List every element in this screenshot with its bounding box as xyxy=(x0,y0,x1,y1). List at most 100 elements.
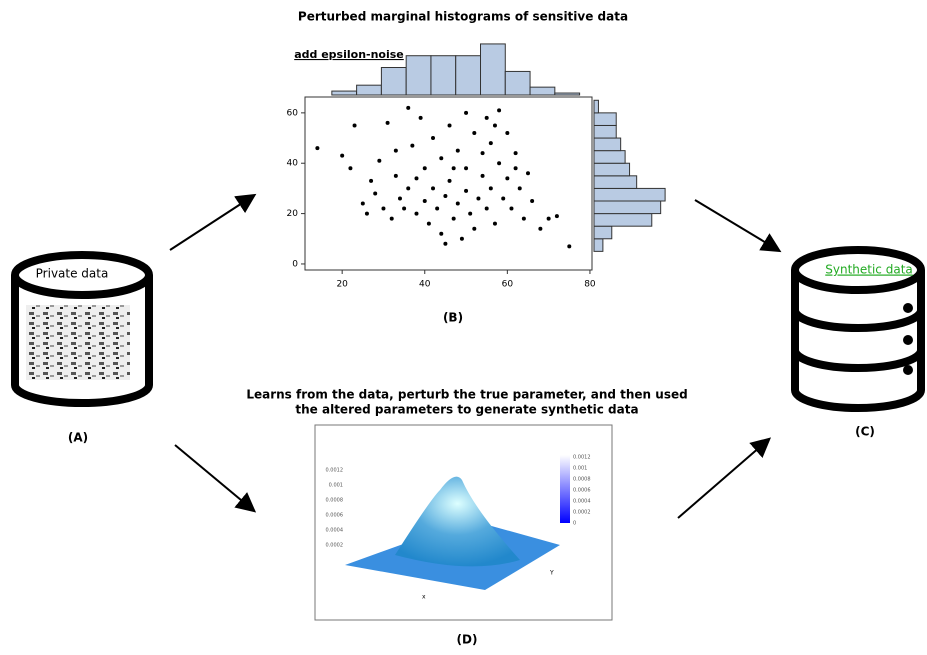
hist-bar xyxy=(593,238,604,252)
x-tick-label: 60 xyxy=(502,280,514,290)
point xyxy=(492,221,497,226)
hist-bar xyxy=(405,55,432,96)
hist-bar xyxy=(380,67,407,96)
colorbar-label: 0.0008 xyxy=(573,477,591,483)
point xyxy=(451,166,456,171)
z-tick-label: 0.0008 xyxy=(326,498,344,504)
point xyxy=(340,153,345,158)
arrows xyxy=(169,193,782,519)
z-tick-label: 0.0004 xyxy=(326,528,344,534)
point xyxy=(389,216,394,221)
point xyxy=(443,241,448,246)
title: Perturbed marginal histograms of sensiti… xyxy=(298,10,628,24)
hist-bar xyxy=(593,124,617,139)
hist-bar xyxy=(455,55,482,96)
point xyxy=(364,211,369,216)
point xyxy=(422,166,427,171)
hist-scatter: 20 40 60 80 0 20 40 60 xyxy=(287,43,666,290)
hist-bar xyxy=(593,162,631,177)
z-tick-label: 0.0012 xyxy=(326,468,344,474)
point xyxy=(484,115,489,120)
point xyxy=(567,244,572,249)
point xyxy=(497,108,502,113)
db-label: Private data xyxy=(36,267,109,281)
point xyxy=(406,105,411,110)
point xyxy=(468,211,473,216)
caption: (C) xyxy=(855,425,875,439)
caption: (B) xyxy=(443,311,463,325)
x-tick-label: 80 xyxy=(584,280,596,290)
point xyxy=(484,206,489,211)
point xyxy=(521,216,526,221)
noise-label: add epsilon-noise xyxy=(294,48,404,61)
point xyxy=(472,131,477,136)
point xyxy=(414,176,419,181)
point xyxy=(451,216,456,221)
colorbar-label: 0 xyxy=(573,521,576,527)
colorbar xyxy=(560,455,570,523)
hist-bar xyxy=(593,187,666,202)
hist-bar xyxy=(529,86,556,96)
point xyxy=(435,206,440,211)
point xyxy=(443,193,448,198)
point xyxy=(447,178,452,183)
point xyxy=(373,191,378,196)
caption: (A) xyxy=(68,431,88,445)
point xyxy=(431,186,436,191)
y-tick-label: 40 xyxy=(287,159,299,169)
point xyxy=(464,110,469,115)
x-tick-label: 20 xyxy=(336,280,348,290)
hist-bar xyxy=(554,92,581,96)
y-tick-label: 60 xyxy=(287,108,299,118)
point xyxy=(505,131,510,136)
point xyxy=(546,216,551,221)
plot-frame xyxy=(304,96,593,271)
point xyxy=(360,201,365,206)
point xyxy=(422,199,427,204)
point xyxy=(418,115,423,120)
point xyxy=(352,123,357,128)
colorbar-label: 0.0002 xyxy=(573,510,591,516)
data-texture xyxy=(26,305,130,380)
hist-bar xyxy=(593,137,622,152)
point xyxy=(414,211,419,216)
point xyxy=(348,166,353,171)
point xyxy=(505,176,510,181)
point xyxy=(410,143,415,148)
colorbar-label: 0.0004 xyxy=(573,499,591,505)
point xyxy=(459,236,464,241)
point xyxy=(497,161,502,166)
axis-label: x xyxy=(422,594,426,601)
hist-bar xyxy=(480,43,506,96)
point xyxy=(385,120,390,125)
point xyxy=(397,196,402,201)
hist-bar xyxy=(593,175,638,189)
z-tick-label: 0.001 xyxy=(329,483,343,489)
colorbar-ticks: 0.0012 0.001 0.0008 0.0006 0.0004 0.0002 0 xyxy=(573,455,591,527)
hist-bar xyxy=(504,70,531,96)
point xyxy=(492,123,497,128)
synthetic-db xyxy=(791,246,925,412)
point xyxy=(554,214,559,219)
axis-label: Y xyxy=(549,570,554,577)
point xyxy=(517,186,522,191)
hist-bar xyxy=(356,84,382,96)
hist-bar xyxy=(593,150,626,164)
model-text: Learns from the data, perturb the true p… xyxy=(246,388,687,402)
point xyxy=(439,156,444,161)
point xyxy=(455,201,460,206)
colorbar-label: 0.0006 xyxy=(573,488,591,494)
point xyxy=(393,173,398,178)
point xyxy=(406,186,411,191)
point xyxy=(513,151,518,156)
point xyxy=(369,178,374,183)
point xyxy=(455,148,460,153)
z-ticks: 0.0012 0.001 0.0008 0.0006 0.0004 0.0002 xyxy=(326,468,344,549)
point xyxy=(431,136,436,141)
point xyxy=(488,141,493,146)
colorbar-label: 0.0012 xyxy=(573,455,591,461)
point xyxy=(530,199,535,204)
point xyxy=(525,171,530,176)
point xyxy=(480,173,485,178)
